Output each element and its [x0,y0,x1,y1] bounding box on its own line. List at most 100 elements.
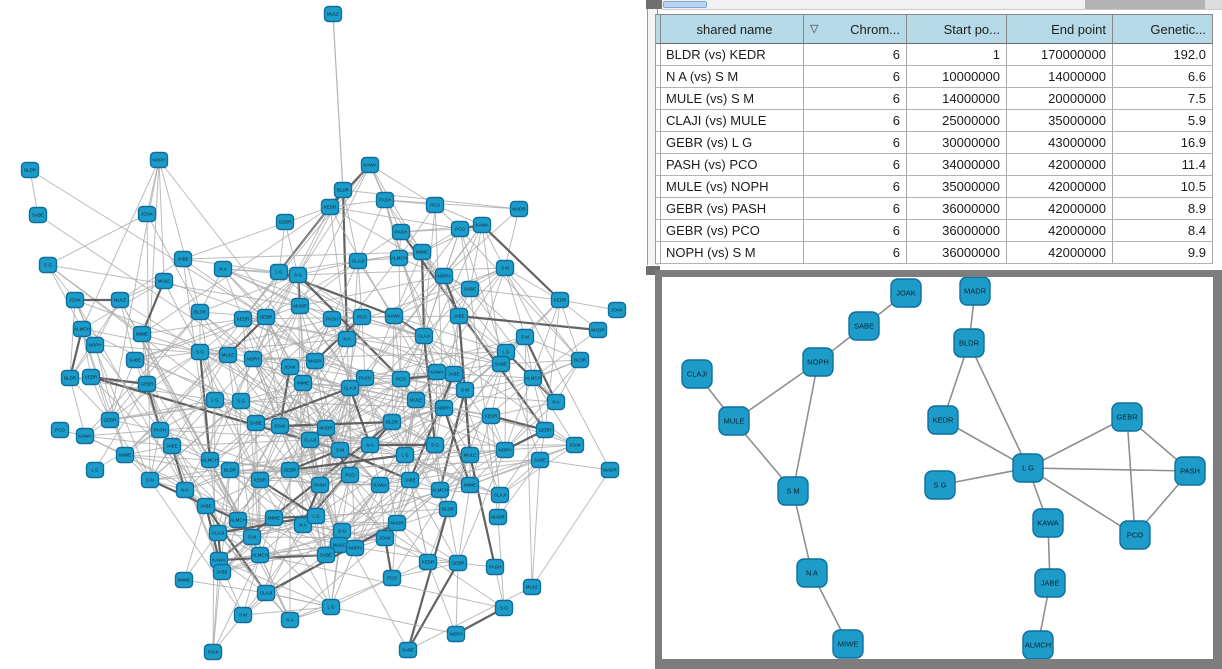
cell-value[interactable]: 20000000 [1007,88,1113,110]
network-node[interactable]: NOPH [446,625,466,643]
network-node[interactable]: S G [332,522,352,540]
node-shape[interactable] [375,191,395,209]
node-shape[interactable] [280,358,300,376]
network-node[interactable]: KAWA [472,216,492,234]
node-shape[interactable] [218,346,238,364]
node-shape[interactable] [200,451,220,469]
network-node[interactable]: S G [924,470,956,500]
cell-value[interactable]: 36000000 [907,220,1007,242]
node-shape[interactable] [1022,630,1054,659]
network-node[interactable]: NOPH [434,399,454,417]
node-shape[interactable] [300,431,320,449]
network-node[interactable]: JABE [173,250,193,268]
network-node[interactable]: MADR [290,297,310,315]
node-shape[interactable] [953,328,985,358]
node-shape[interactable] [495,259,515,277]
column-header-end-point[interactable]: End point [1007,14,1113,44]
node-shape[interactable] [65,291,85,309]
network-node[interactable]: N A [175,481,195,499]
network-node[interactable]: KAWA [370,476,390,494]
network-node[interactable]: GEBR [280,461,300,479]
network-node[interactable]: NOPH [85,336,105,354]
node-shape[interactable] [333,181,353,199]
network-node[interactable]: KEDR [233,310,253,328]
cell-value[interactable]: 10000000 [907,66,1007,88]
network-node[interactable]: MADR [959,277,991,306]
node-shape[interactable] [522,578,542,596]
node-shape[interactable] [460,280,480,298]
cell-value[interactable]: 42000000 [1007,176,1113,198]
network-node[interactable]: ALMCH [72,320,92,338]
node-shape[interactable] [20,161,40,179]
node-shape[interactable] [832,629,864,659]
network-node[interactable]: SABE [398,641,418,659]
node-shape[interactable] [438,500,458,518]
network-node[interactable]: NOPH [243,350,263,368]
network-node[interactable]: GEBR [137,375,157,393]
network-node[interactable]: JOAK [607,301,627,319]
node-shape[interactable] [406,391,426,409]
network-node[interactable]: N A [546,393,566,411]
node-shape[interactable] [75,427,95,445]
node-shape[interactable] [115,446,135,464]
cell-value[interactable]: 192.0 [1113,44,1213,66]
node-shape[interactable] [250,546,270,564]
cell-value[interactable]: 10.5 [1113,176,1213,198]
network-node[interactable]: SABE [316,546,336,564]
cell-shared-name[interactable]: NOPH (vs) S M [661,242,804,264]
network-node[interactable]: MADR [488,508,508,526]
network-node[interactable]: MULE [218,346,238,364]
network-node[interactable]: S M [455,381,475,399]
node-shape[interactable] [802,347,834,377]
network-node[interactable]: S M [233,606,253,624]
cell-shared-name[interactable]: GEBR (vs) L G [661,132,804,154]
network-node[interactable]: MADR [600,461,620,479]
cell-value[interactable]: 14000000 [907,88,1007,110]
network-edge[interactable] [1027,467,1136,536]
node-shape[interactable] [256,308,276,326]
network-node[interactable]: SABE [530,451,550,469]
node-shape[interactable] [382,413,402,431]
node-shape[interactable] [530,451,550,469]
node-shape[interactable] [150,421,170,439]
network-node[interactable]: CLAJI [256,584,276,602]
network-node[interactable]: JABE [449,307,469,325]
network-node[interactable]: SABE [491,355,511,373]
network-node[interactable]: KEDR [81,368,101,386]
network-node[interactable]: JABE [400,471,420,489]
network-node[interactable]: BLDR [570,351,590,369]
cell-value[interactable]: 42000000 [1007,220,1113,242]
cell-value[interactable]: 6.6 [1113,66,1213,88]
network-node[interactable]: PASH [375,191,395,209]
network-node[interactable]: MIWE [293,374,313,392]
column-header-shared-name[interactable]: shared name [661,14,804,44]
network-node[interactable]: GEBR [275,213,295,231]
network-node[interactable]: MIWE [132,325,152,343]
node-shape[interactable] [322,310,342,328]
column-header-chrom-[interactable]: ▽ Chrom... [804,14,907,44]
network-node[interactable]: PCO [352,308,372,326]
network-node[interactable]: JOAK [137,205,157,223]
node-shape[interactable] [412,243,432,261]
node-shape[interactable] [550,291,570,309]
network-node[interactable]: MIWE [412,243,432,261]
network-node[interactable]: S M [140,471,160,489]
network-node[interactable]: KAWA [75,427,95,445]
node-shape[interactable] [233,310,253,328]
network-node[interactable]: MIWE [832,629,864,659]
filter-funnel-icon[interactable]: ▽ [810,22,819,35]
network-node[interactable]: MIWE [174,571,194,589]
node-shape[interactable] [85,461,105,479]
network-edge[interactable] [1126,416,1136,536]
network-node[interactable]: S M [777,476,809,506]
network-node[interactable]: S M [242,528,262,546]
node-shape[interactable] [269,263,289,281]
network-edge[interactable] [968,342,1029,469]
node-shape[interactable] [460,476,480,494]
table-row[interactable]: NOPH (vs) S M 6 36000000 42000000 9.9 [655,242,1219,264]
node-shape[interactable] [50,421,70,439]
node-shape[interactable] [523,369,543,387]
network-node[interactable]: L G [306,507,326,525]
node-shape[interactable] [777,476,809,506]
node-shape[interactable] [81,368,101,386]
